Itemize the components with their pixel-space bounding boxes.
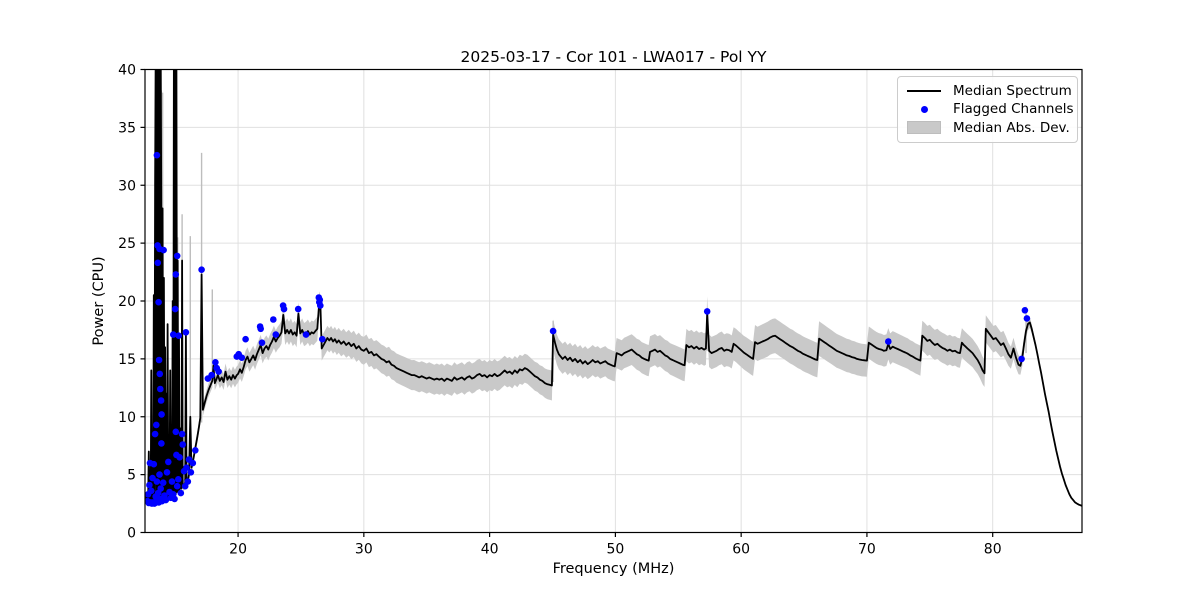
y-tick-label: 0 [127,526,136,542]
x-tick-label: 40 [481,542,499,558]
y-axis-label: Power (CPU) [91,256,107,346]
x-axis-label: Frequency (MHz) [552,561,675,577]
x-tick-label: 70 [858,542,876,558]
legend-label: Flagged Channels [953,101,1074,118]
x-tick-label: 20 [229,542,247,558]
legend-item-median-spectrum: Median Spectrum [907,82,1072,100]
y-tick-label: 15 [118,352,136,368]
gridlines [145,69,1082,533]
y-tick-label: 5 [127,468,136,484]
y-tick-label: 40 [118,63,136,79]
x-tick-label: 50 [606,542,624,558]
y-tick-label: 30 [118,178,136,194]
flagged-channel-markers [145,151,1031,507]
legend: Median Spectrum Flagged Channels Median … [897,76,1078,143]
x-tick-label: 60 [732,542,750,558]
legend-label: Median Spectrum [953,83,1072,100]
y-tick-label: 25 [118,236,136,252]
x-tick-label: 80 [984,542,1002,558]
y-tick-label: 35 [118,120,136,136]
patch-sample-icon [907,121,941,135]
legend-item-median-abs-dev: Median Abs. Dev. [907,119,1070,137]
mad-spike-lines [160,90,1027,498]
y-tick-label: 10 [118,410,136,426]
legend-label: Median Abs. Dev. [953,119,1070,136]
median-spectrum-line [145,69,1082,507]
axis-ticks: 20 30 40 50 60 70 80 0 5 10 15 20 25 30 35 40 [118,63,1001,558]
x-tick-label: 30 [355,542,373,558]
legend-item-flagged-channels: Flagged Channels [907,100,1074,118]
marker-sample-icon [907,105,941,113]
plot-title: 2025-03-17 - Cor 101 - LWA017 - Pol YY [460,48,767,66]
line-sample-icon [907,90,941,93]
data-layer [145,69,1082,508]
y-tick-label: 20 [118,294,136,310]
